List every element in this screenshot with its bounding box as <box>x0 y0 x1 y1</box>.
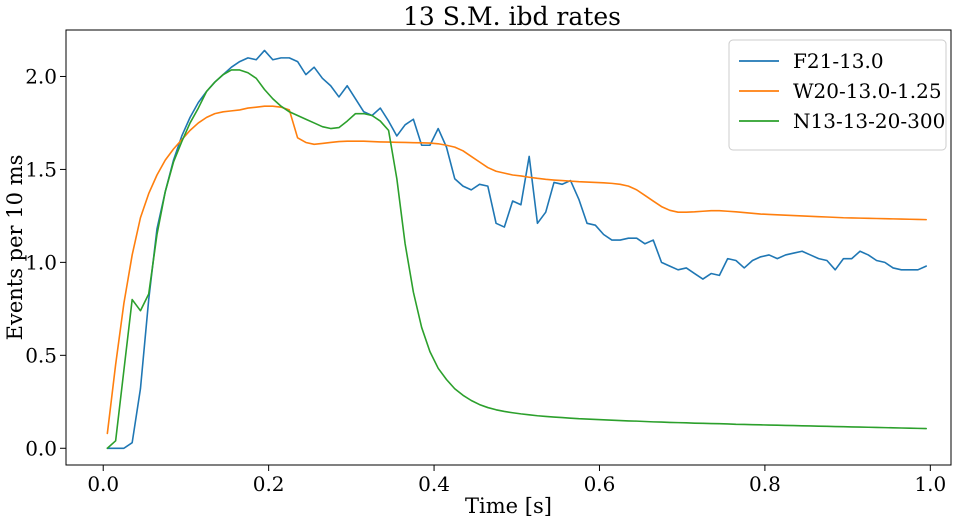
legend-label: N13-13-20-300 <box>793 109 945 133</box>
legend: F21-13.0 W20-13.0-1.25 N13-13-20-300 <box>728 39 947 151</box>
series-line-3 <box>106 69 927 450</box>
x-tick-label: 1.0 <box>914 472 946 496</box>
series-line-1 <box>106 49 927 450</box>
y-tick-label: 1.0 <box>25 250 57 274</box>
series-layer <box>106 49 927 450</box>
chart-title: 13 S.M. ibd rates <box>403 2 621 31</box>
y-tick-label: 2.0 <box>25 64 57 88</box>
y-axis-label: Events per 10 ms <box>3 155 27 341</box>
y-tick-label: 0.5 <box>25 343 57 367</box>
x-tick-label: 0.8 <box>749 472 781 496</box>
y-tick-label: 1.5 <box>25 157 57 181</box>
x-tick-label: 0.0 <box>87 472 119 496</box>
y-axis: 0.0 0.5 1.0 1.5 2.0 <box>25 64 66 460</box>
x-tick-label: 0.6 <box>584 472 616 496</box>
x-tick-label: 0.4 <box>418 472 450 496</box>
legend-label: W20-13.0-1.25 <box>793 79 942 103</box>
series-line-2 <box>106 105 927 435</box>
x-tick-label: 0.2 <box>253 472 285 496</box>
y-tick-label: 0.0 <box>25 436 57 460</box>
x-axis: 0.0 0.2 0.4 0.6 0.8 1.0 <box>87 465 946 496</box>
legend-label: F21-13.0 <box>793 49 884 73</box>
plot-area-frame <box>65 29 952 466</box>
legend-box <box>728 39 947 151</box>
x-axis-label: Time [s] <box>465 494 552 518</box>
